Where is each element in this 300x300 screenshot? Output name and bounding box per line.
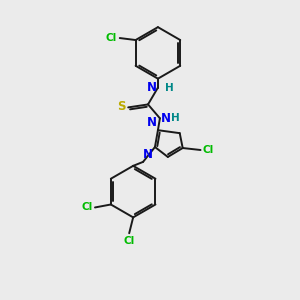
Text: H: H: [165, 82, 174, 93]
Text: N: N: [147, 81, 157, 94]
Text: Cl: Cl: [202, 145, 214, 155]
Text: S: S: [117, 100, 125, 113]
Text: Cl: Cl: [124, 236, 135, 246]
Text: N: N: [161, 112, 171, 125]
Text: H: H: [171, 113, 180, 123]
Text: Cl: Cl: [106, 33, 117, 43]
Text: N: N: [143, 148, 153, 161]
Text: N: N: [147, 116, 157, 129]
Text: Cl: Cl: [82, 202, 93, 212]
